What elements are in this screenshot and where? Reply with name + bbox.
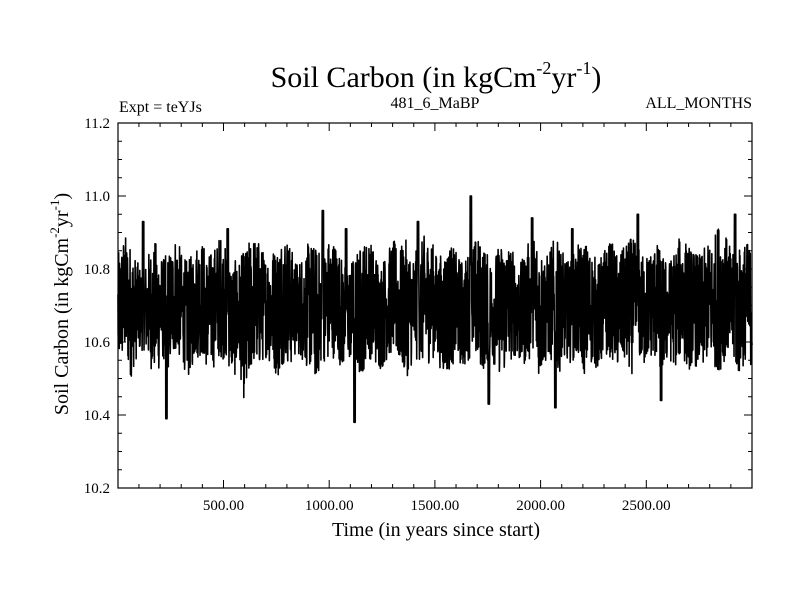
x-tick-label: 1500.00 <box>411 498 460 514</box>
series-layer <box>117 195 753 424</box>
y-axis-label: Soil Carbon (in kgCm-2yr-1) <box>47 193 73 415</box>
y-tick-label: 10.8 <box>84 262 110 278</box>
experiment-label: Expt = teYJs <box>119 99 202 116</box>
y-tick-label: 11.0 <box>84 189 110 205</box>
y-tick-label: 10.4 <box>84 408 111 424</box>
chart-title: Soil Carbon (in kgCm-2yr-1) <box>271 58 602 94</box>
x-tick-label: 500.00 <box>203 498 244 514</box>
period-label: 481_6_MaBP <box>391 95 480 112</box>
x-tick-label: 1000.00 <box>305 498 354 514</box>
x-axis-label: Time (in years since start) <box>332 519 540 541</box>
y-tick-label: 10.6 <box>84 335 111 351</box>
x-tick-label: 2500.00 <box>622 498 671 514</box>
y-tick-label: 10.2 <box>84 481 110 497</box>
axes-layer: 10.2 10.4 10.6 10.8 11.0 11.2 500.00 1000.00 150… <box>84 116 753 514</box>
series-line <box>117 195 753 424</box>
months-label: ALL_MONTHS <box>645 95 752 112</box>
y-tick-label: 11.2 <box>84 116 110 132</box>
x-tick-label: 2000.00 <box>516 498 565 514</box>
